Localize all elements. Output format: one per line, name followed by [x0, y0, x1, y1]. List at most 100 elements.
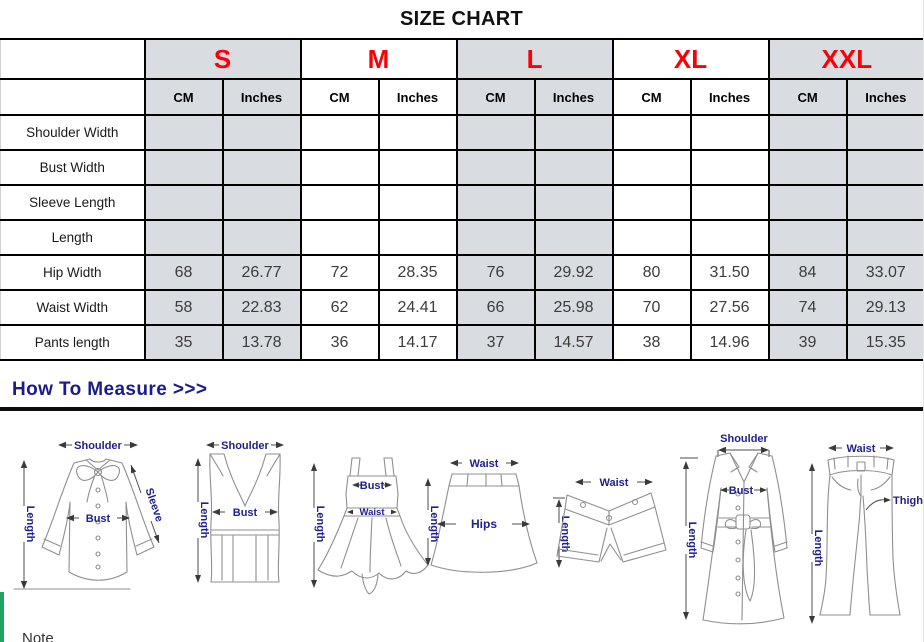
measure-label: Bust — [233, 507, 258, 519]
unit-header-row: CM Inches CM Inches CM Inches CM Inches … — [0, 78, 923, 116]
coat-diagram: Shoulder Length Bust — [680, 433, 788, 625]
size-value-cell — [143, 114, 224, 151]
size-value-cell: 68 — [143, 254, 224, 291]
size-header-l: L — [455, 38, 614, 80]
unit-header-inches: Inches — [689, 78, 770, 116]
size-value-cell: 25.98 — [533, 289, 614, 326]
size-value-cell — [689, 184, 770, 221]
size-header-xxl: XXL — [767, 38, 923, 80]
divider-line — [0, 407, 923, 411]
size-value-cell — [455, 114, 536, 151]
row-label: Shoulder Width — [0, 114, 146, 151]
size-value-cell — [455, 219, 536, 256]
size-value-cell: 28.35 — [377, 254, 458, 291]
size-value-cell: 72 — [299, 254, 380, 291]
size-value-cell: 29.13 — [845, 289, 923, 326]
shorts-diagram: Waist Length — [553, 477, 667, 568]
row-label: Waist Width — [0, 289, 146, 326]
size-value-cell — [533, 149, 614, 186]
size-value-cell — [299, 149, 380, 186]
size-value-cell: 66 — [455, 289, 536, 326]
measure-label: Hips — [471, 517, 497, 531]
unit-header-inches: Inches — [533, 78, 614, 116]
measure-label: Shoulder — [221, 440, 269, 452]
size-value-cell — [299, 219, 380, 256]
size-value-cell — [533, 184, 614, 221]
table-row: Waist Width 58 22.83 62 24.41 66 25.98 70 27.56… — [0, 289, 923, 326]
size-value-cell — [299, 184, 380, 221]
size-value-cell — [611, 184, 692, 221]
size-value-cell: 31.50 — [689, 254, 770, 291]
unit-header-inches: Inches — [377, 78, 458, 116]
how-to-measure-heading: How To Measure >>> — [12, 379, 208, 400]
measure-label: Length — [24, 506, 36, 543]
size-value-cell — [143, 219, 224, 256]
size-value-cell — [767, 114, 848, 151]
size-value-cell — [221, 219, 302, 256]
corner-cell — [0, 38, 146, 80]
unit-header-cm: CM — [611, 78, 692, 116]
size-header-xl: XL — [611, 38, 770, 80]
size-value-cell — [143, 184, 224, 221]
size-value-cell: 22.83 — [221, 289, 302, 326]
size-header-m: M — [299, 38, 458, 80]
size-value-cell — [689, 114, 770, 151]
measure-label: Waist — [847, 443, 876, 455]
size-value-cell: 74 — [767, 289, 848, 326]
measure-label: Thigh — [893, 495, 923, 507]
size-value-cell: 13.78 — [221, 324, 302, 361]
size-value-cell — [845, 114, 923, 151]
size-value-cell — [377, 114, 458, 151]
size-value-cell: 76 — [455, 254, 536, 291]
size-value-cell: 38 — [611, 324, 692, 361]
size-value-cell: 37 — [455, 324, 536, 361]
size-value-cell — [845, 184, 923, 221]
size-value-cell — [845, 219, 923, 256]
table-row: Length — [0, 219, 923, 256]
size-value-cell: 39 — [767, 324, 848, 361]
table-row: Shoulder Width — [0, 114, 923, 151]
measure-label: Length — [428, 506, 440, 543]
size-value-cell — [299, 114, 380, 151]
size-value-cell: 15.35 — [845, 324, 923, 361]
dress-diagram: Length Bust Waist — [311, 457, 429, 595]
unit-header-inches: Inches — [845, 78, 923, 116]
edge-artifact — [0, 592, 4, 642]
size-value-cell — [455, 184, 536, 221]
table-row: Hip Width 68 26.77 72 28.35 76 29.92 80 31.50 84… — [0, 254, 923, 291]
size-header-s: S — [143, 38, 302, 80]
measure-label: Length — [686, 522, 698, 559]
size-value-cell: 36 — [299, 324, 380, 361]
size-value-cell — [143, 149, 224, 186]
unit-header-cm: CM — [143, 78, 224, 116]
size-value-cell: 14.96 — [689, 324, 770, 361]
size-value-cell — [689, 219, 770, 256]
page-title: SIZE CHART — [400, 8, 523, 30]
table-row: Sleeve Length — [0, 184, 923, 221]
size-value-cell: 14.17 — [377, 324, 458, 361]
size-value-cell — [611, 149, 692, 186]
row-label: Bust Width — [0, 149, 146, 186]
measure-label: Sleeve — [142, 487, 165, 524]
size-value-cell — [533, 219, 614, 256]
measure-label: Shoulder — [74, 440, 122, 452]
measure-label: Bust — [360, 480, 385, 492]
size-chart-table: S M L XL XXL CM Inches CM Inches CM Inch… — [0, 38, 923, 361]
corner-cell — [0, 78, 146, 116]
size-value-cell — [533, 114, 614, 151]
measure-label: Bust — [86, 513, 111, 525]
row-label: Length — [0, 219, 146, 256]
size-value-cell — [767, 219, 848, 256]
unit-header-cm: CM — [767, 78, 848, 116]
size-value-cell — [767, 149, 848, 186]
measure-label: Waist — [360, 507, 386, 518]
size-value-cell — [611, 114, 692, 151]
note-label: Note — [22, 630, 54, 642]
size-value-cell — [377, 184, 458, 221]
row-label: Pants length — [0, 324, 146, 361]
size-value-cell — [221, 114, 302, 151]
measure-label: Bust — [729, 485, 754, 497]
size-value-cell — [221, 184, 302, 221]
measure-label: Length — [314, 506, 326, 543]
